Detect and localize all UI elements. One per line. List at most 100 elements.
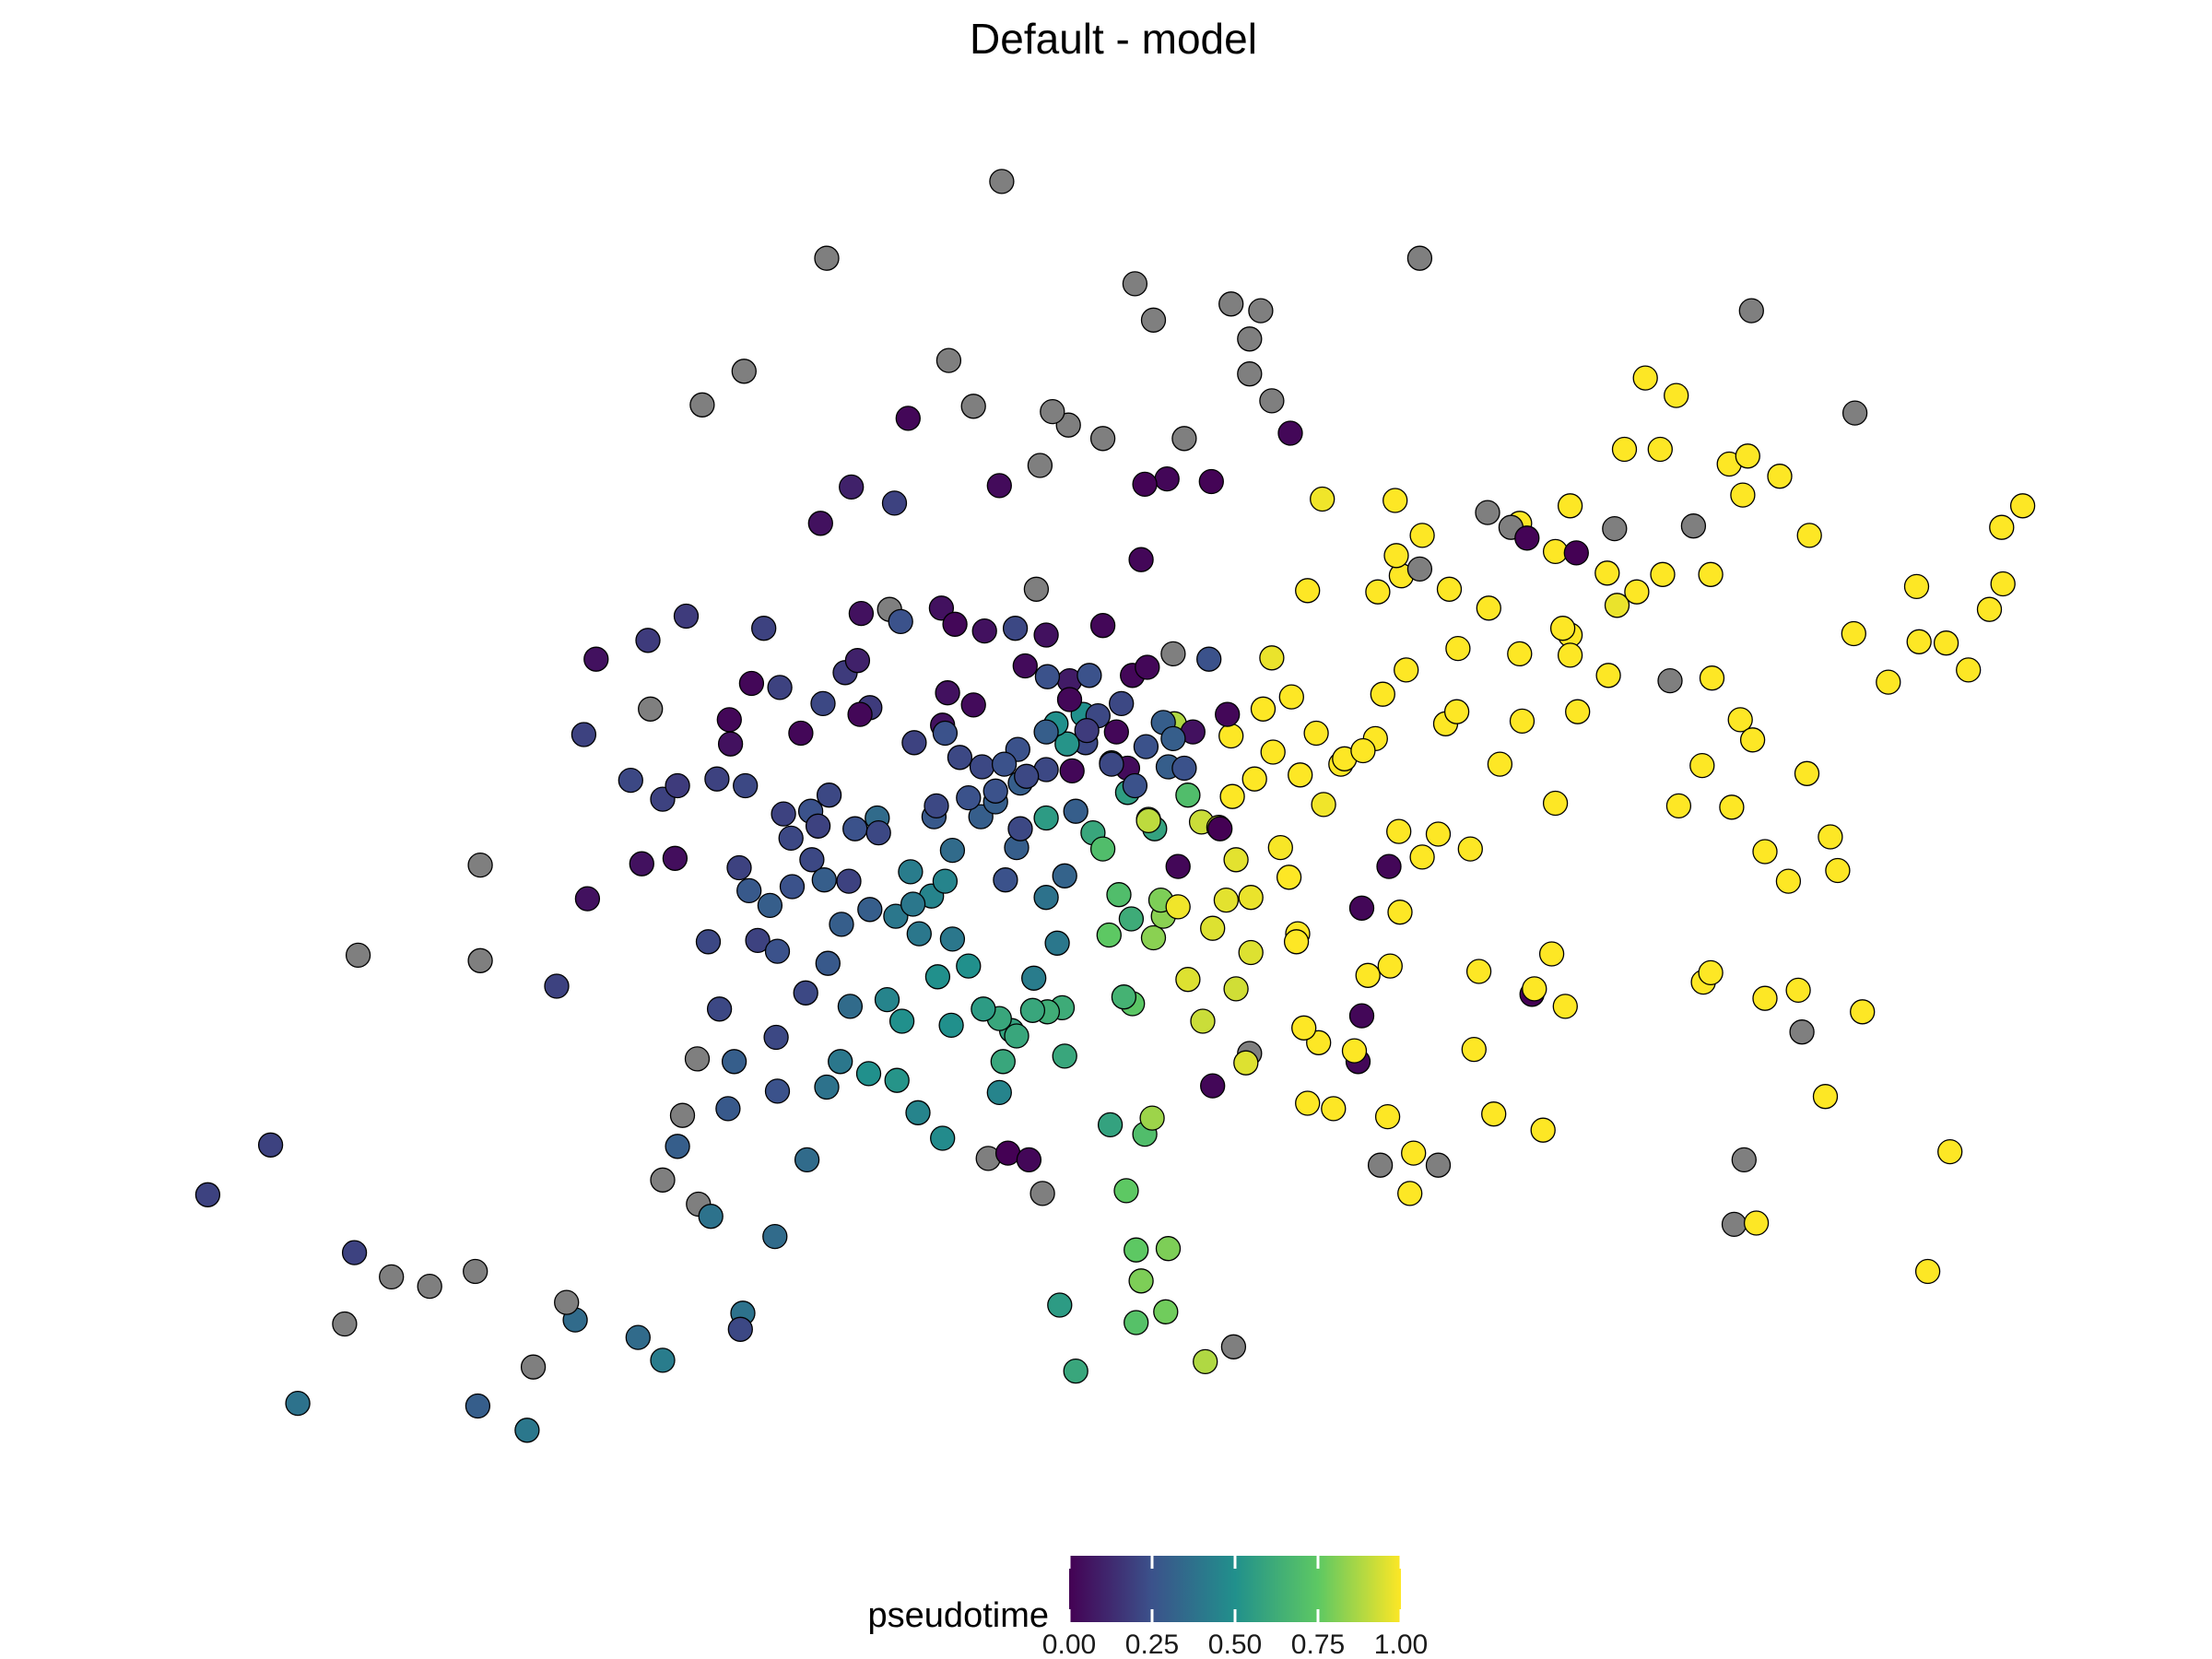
data-point xyxy=(665,772,690,799)
data-point xyxy=(1056,687,1083,712)
data-point xyxy=(1538,941,1565,967)
data-point xyxy=(1425,1152,1452,1178)
data-point xyxy=(574,886,601,912)
data-point xyxy=(960,692,986,718)
data-point xyxy=(932,868,959,894)
data-point xyxy=(844,648,871,674)
data-point xyxy=(1052,863,1077,888)
data-point xyxy=(1122,271,1148,297)
data-point xyxy=(1565,699,1591,724)
data-point xyxy=(1295,578,1321,604)
data-point xyxy=(1624,579,1650,605)
data-point xyxy=(1165,894,1191,920)
data-point xyxy=(888,608,913,635)
data-point xyxy=(1165,853,1191,879)
data-point xyxy=(1775,868,1802,894)
data-point xyxy=(1220,1334,1247,1359)
data-point xyxy=(986,473,1012,499)
data-point xyxy=(684,1046,711,1072)
data-point xyxy=(1794,760,1820,786)
data-point xyxy=(698,1204,724,1230)
data-point xyxy=(982,778,1008,804)
data-point xyxy=(1063,1358,1088,1384)
data-point xyxy=(1096,922,1122,948)
colorbar-ticks: 0.00 0.25 0.50 0.75 1.00 xyxy=(1042,1556,1428,1659)
data-point xyxy=(1818,824,1843,850)
data-point xyxy=(1841,400,1868,426)
data-point xyxy=(1283,929,1310,955)
data-point xyxy=(939,837,966,864)
colorbar-tick-label: 0.50 xyxy=(1208,1630,1262,1659)
data-point xyxy=(1175,967,1201,993)
data-point xyxy=(805,813,831,839)
data-point xyxy=(1481,1101,1507,1127)
data-point xyxy=(1445,635,1471,662)
data-point xyxy=(947,745,973,771)
data-point xyxy=(935,347,962,373)
data-point xyxy=(1040,398,1065,425)
data-point xyxy=(764,1078,791,1104)
data-point xyxy=(1021,965,1047,991)
data-point xyxy=(1200,1073,1226,1099)
data-point xyxy=(1099,751,1124,777)
data-point xyxy=(763,1024,789,1051)
data-point xyxy=(1698,561,1724,587)
data-point xyxy=(583,646,609,672)
data-point xyxy=(1752,985,1778,1011)
data-point xyxy=(762,1223,788,1250)
data-point xyxy=(1530,1117,1556,1143)
data-point xyxy=(1260,739,1286,765)
data-point xyxy=(1276,865,1302,890)
data-point xyxy=(341,1240,368,1265)
data-point xyxy=(650,1167,676,1193)
data-point xyxy=(1160,641,1186,667)
data-point xyxy=(1341,1038,1368,1064)
data-point xyxy=(1089,613,1116,639)
data-point xyxy=(928,595,955,621)
data-point xyxy=(1237,361,1263,387)
data-point xyxy=(1665,793,1692,819)
data-point xyxy=(1812,1084,1839,1110)
data-point xyxy=(1295,1090,1321,1116)
data-point xyxy=(829,912,854,937)
data-point xyxy=(1140,924,1167,951)
data-point xyxy=(625,1324,651,1350)
data-point xyxy=(662,845,688,871)
data-point xyxy=(938,1012,964,1039)
data-point xyxy=(1487,751,1513,777)
data-point xyxy=(1153,1299,1179,1324)
data-point xyxy=(1063,798,1088,824)
data-point xyxy=(1387,900,1413,925)
data-point xyxy=(332,1311,358,1337)
data-point xyxy=(924,793,949,819)
data-point xyxy=(1465,959,1492,984)
data-point xyxy=(1033,622,1059,648)
data-point xyxy=(1034,664,1061,689)
data-point xyxy=(1171,755,1197,782)
data-point xyxy=(1382,488,1408,513)
data-point xyxy=(857,897,883,923)
data-point xyxy=(1689,752,1715,779)
chart-title: Default - model xyxy=(970,15,1257,63)
data-point xyxy=(1557,493,1583,519)
data-point xyxy=(848,600,875,627)
data-point xyxy=(1735,443,1760,469)
data-point xyxy=(836,868,862,894)
data-point xyxy=(695,929,722,955)
data-point xyxy=(900,891,926,917)
data-point xyxy=(1023,576,1050,602)
data-point xyxy=(544,973,570,999)
data-point xyxy=(1739,727,1766,753)
data-point xyxy=(1514,525,1540,551)
colorbar-tick-label: 0.25 xyxy=(1125,1630,1179,1659)
data-point xyxy=(1522,976,1547,1002)
data-point xyxy=(1383,543,1409,569)
data-point xyxy=(706,996,733,1022)
data-point xyxy=(1355,962,1381,988)
data-point xyxy=(1370,681,1395,707)
data-point xyxy=(1914,1258,1941,1285)
data-point xyxy=(837,994,864,1019)
data-point xyxy=(635,628,661,653)
data-point xyxy=(1738,298,1764,324)
